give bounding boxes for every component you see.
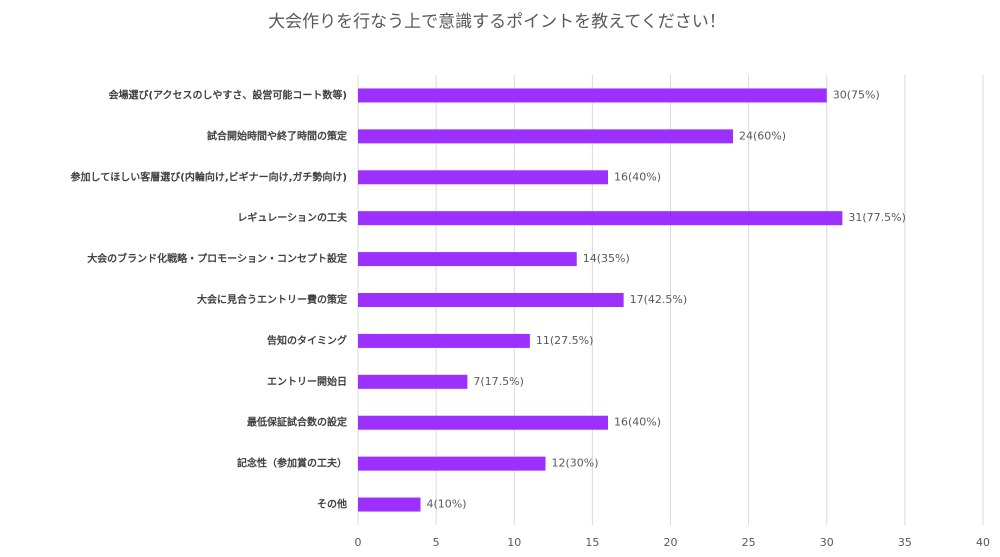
bar xyxy=(358,293,624,307)
x-tick-label: 30 xyxy=(820,536,834,549)
x-tick-label: 10 xyxy=(507,536,521,549)
bar xyxy=(358,374,468,389)
category-label: 大会のブランド化戦略・プロモーション・コンセプト設定 xyxy=(87,252,347,265)
value-label: 11(27.5%) xyxy=(536,334,594,347)
bar xyxy=(358,211,843,226)
category-label: レギュレーションの工夫 xyxy=(237,211,348,224)
bar xyxy=(358,88,827,103)
x-tick-label: 15 xyxy=(585,536,599,549)
value-label: 16(40%) xyxy=(614,170,661,183)
x-tick-label: 25 xyxy=(742,536,756,549)
category-label: エントリー開始日 xyxy=(267,375,347,388)
value-label: 30(75%) xyxy=(833,88,880,101)
value-label: 24(60%) xyxy=(739,129,786,142)
category-label: 試合開始時間や終了時間の策定 xyxy=(207,129,347,142)
category-label: 最低保証試合数の設定 xyxy=(247,416,347,429)
bar xyxy=(358,333,530,348)
bar xyxy=(358,415,608,430)
value-label: 14(35%) xyxy=(583,252,630,265)
x-tick-label: 20 xyxy=(664,536,678,549)
value-label: 31(77.5%) xyxy=(848,211,906,224)
category-label: 告知のタイミング xyxy=(267,334,347,347)
category-label: 会場選び(アクセスのしやすさ、設営可能コート数等) xyxy=(108,88,347,101)
category-label: 参加してほしい客層選び(内輪向け,ビギナー向け,ガチ勢向け) xyxy=(71,170,347,183)
x-tick-label: 40 xyxy=(976,536,990,549)
value-label: 16(40%) xyxy=(614,416,661,429)
value-label: 4(10%) xyxy=(427,498,467,511)
bar xyxy=(358,497,421,512)
value-label: 7(17.5%) xyxy=(473,375,524,388)
x-tick-label: 0 xyxy=(355,536,362,549)
category-label: 大会に見合うエントリー費の策定 xyxy=(197,293,347,306)
x-tick-label: 5 xyxy=(433,536,440,549)
bar xyxy=(358,456,546,471)
category-label: その他 xyxy=(317,498,347,511)
x-tick-label: 35 xyxy=(898,536,912,549)
bar xyxy=(358,129,733,144)
bar xyxy=(358,252,577,267)
value-label: 12(30%) xyxy=(552,457,599,470)
chart-title: 大会作りを行なう上で意識するポイントを教えてください！ xyxy=(268,12,726,32)
category-label: 記念性（参加賞の工夫） xyxy=(237,457,347,470)
bar xyxy=(358,170,608,185)
value-label: 17(42.5%) xyxy=(630,293,688,306)
